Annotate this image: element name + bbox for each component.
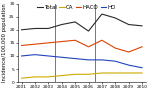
CA: [114, 72, 116, 74]
Line: HO: HO: [22, 55, 142, 68]
HO: [114, 61, 116, 62]
HACO: [88, 46, 89, 47]
HO: [47, 55, 49, 57]
Total: [34, 28, 36, 29]
Total: [128, 24, 130, 25]
CA: [61, 75, 63, 76]
Total: [21, 29, 22, 30]
HACO: [47, 42, 49, 43]
HACO: [141, 46, 143, 47]
HO: [141, 67, 143, 68]
Total: [141, 25, 143, 26]
Total: [114, 17, 116, 19]
Total: [88, 31, 89, 32]
CA: [47, 76, 49, 77]
HACO: [101, 40, 103, 41]
HO: [34, 54, 36, 55]
CA: [21, 78, 22, 79]
HACO: [128, 52, 130, 53]
CA: [34, 76, 36, 77]
HO: [74, 58, 76, 59]
HACO: [61, 41, 63, 42]
Total: [101, 13, 103, 15]
HACO: [34, 44, 36, 45]
CA: [101, 72, 103, 74]
Line: Total: Total: [22, 14, 142, 31]
Total: [61, 24, 63, 25]
HO: [128, 65, 130, 66]
Y-axis label: Incidence/100,000 population: Incidence/100,000 population: [2, 3, 7, 82]
CA: [88, 74, 89, 75]
HACO: [114, 48, 116, 49]
CA: [128, 72, 130, 74]
Total: [74, 21, 76, 22]
CA: [141, 72, 143, 74]
HO: [101, 59, 103, 60]
HACO: [74, 40, 76, 41]
HO: [61, 57, 63, 58]
Line: CA: CA: [22, 73, 142, 78]
HO: [21, 55, 22, 57]
Line: HACO: HACO: [22, 40, 142, 52]
Total: [47, 28, 49, 29]
HACO: [21, 45, 22, 46]
CA: [74, 74, 76, 75]
HO: [88, 59, 89, 60]
Legend: Total, CA, HACO, HO: Total, CA, HACO, HO: [37, 5, 116, 10]
